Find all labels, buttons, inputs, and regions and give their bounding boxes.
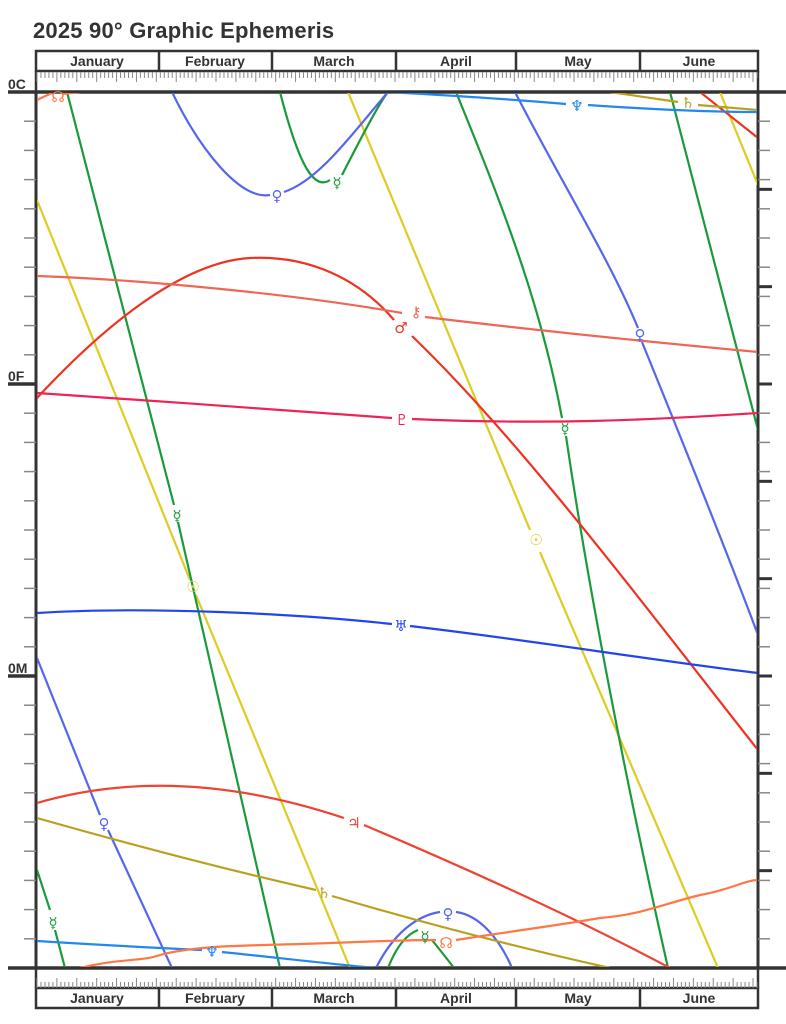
top-month-axis: January February March April May June [34,49,760,92]
mercury-glyph-4: ☿ [48,914,57,932]
venus-line-2 [514,93,757,636]
top-month-label-june: June [683,53,716,69]
neptune-glyph-2: ♆ [570,97,583,115]
bottom-month-label-june: June [683,990,716,1006]
mercury-line-3 [455,93,669,967]
pluto-glyph: ♇ [395,411,408,429]
jupiter-line [37,784,671,967]
uranus-line [37,609,757,674]
neptune-glyph-1: ♆ [205,943,218,961]
node-line-1 [79,878,757,967]
planet-glyphs: ☉ ☉ ☿ ☿ ☿ ☿ ☿ ♀ ♀ ♀ ♀ ♂ ⚷ ♇ ♅ ♃ ♄ ♄ ♆ ♆ … [48,88,694,961]
sun-glyph-1: ☉ [186,578,199,596]
node-glyph-2: ☊ [51,88,64,106]
mercury-line-4 [669,93,757,431]
chiron-glyph: ⚷ [411,303,422,321]
top-month-label-march: March [313,53,354,69]
mercury-glyph-3: ☿ [560,420,569,438]
top-month-label-february: February [185,53,245,69]
node-glyph-1: ☊ [439,934,452,952]
top-month-label-january: January [70,53,124,69]
mercury-glyph-2: ☿ [172,507,181,525]
degree-ticks [24,120,772,940]
neptune-line-2 [387,93,757,114]
sun-line-3 [719,93,757,186]
mars-line [37,256,757,751]
mercury-line-2 [279,93,389,184]
venus-glyph-2: ♀ [635,326,646,344]
chiron-line [37,274,757,354]
sun-line-2 [347,93,719,967]
bottom-month-label-march: March [313,990,354,1006]
bottom-month-axis: January February March April May June [34,968,760,1010]
venus-glyph-1: ♀ [272,187,283,205]
venus-line-1 [171,93,389,197]
mercury-line-5 [37,869,66,967]
mercury-line-6 [387,928,455,967]
pluto-line [37,391,757,423]
saturn-line-2 [609,93,757,112]
chart-title: 2025 90° Graphic Ephemeris [33,18,335,43]
y-label-0-fixed: 0F [8,368,25,384]
bottom-day-ticks [36,978,758,988]
sun-glyph-2: ☉ [529,531,542,549]
saturn-glyph-1: ♄ [317,884,330,902]
sun-line-1 [37,199,351,967]
y-label-0-cardinal: 0C [8,76,26,92]
bottom-month-label-april: April [440,990,472,1006]
mercury-glyph-5: ☿ [420,928,429,946]
venus-glyph-4: ♀ [443,905,454,923]
top-month-label-may: May [564,53,591,69]
plot-frame: 0C 0F 0M [8,76,786,970]
planet-curves [37,93,757,967]
bottom-month-label-may: May [564,990,591,1006]
top-day-ticks [36,72,758,82]
mars-glyph: ♂ [394,319,407,337]
node-line-2 [37,93,81,101]
jupiter-glyph: ♃ [347,814,360,832]
mercury-line-1 [66,93,281,967]
y-label-0-mutable: 0M [8,660,27,676]
venus-glyph-3: ♀ [99,815,110,833]
saturn-glyph-2: ♄ [681,94,694,112]
bottom-month-label-february: February [185,990,245,1006]
bottom-month-label-january: January [70,990,124,1006]
uranus-glyph: ♅ [394,617,407,635]
venus-line-4 [375,910,513,967]
mercury-glyph-1: ☿ [332,174,341,192]
top-month-label-april: April [440,53,472,69]
venus-line-3 [37,657,173,967]
mars-line-2 [699,93,757,139]
